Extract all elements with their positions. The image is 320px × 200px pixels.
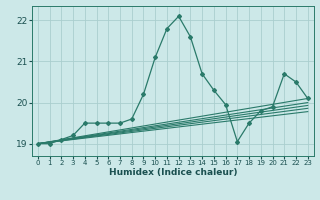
X-axis label: Humidex (Indice chaleur): Humidex (Indice chaleur) bbox=[108, 168, 237, 177]
